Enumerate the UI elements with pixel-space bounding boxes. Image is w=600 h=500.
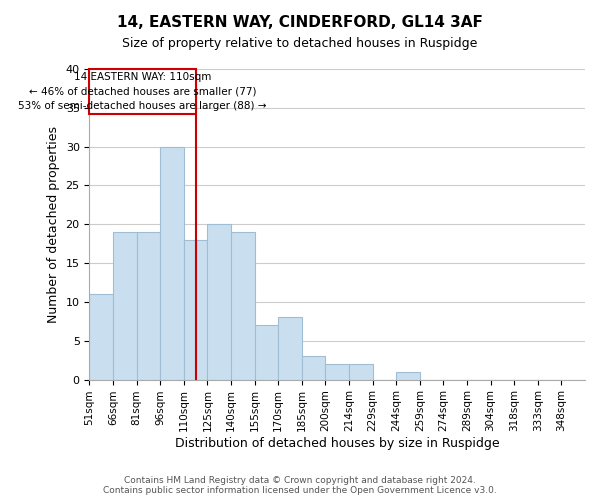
Bar bbox=[349, 364, 373, 380]
Text: 14 EASTERN WAY: 110sqm
← 46% of detached houses are smaller (77)
53% of semi-det: 14 EASTERN WAY: 110sqm ← 46% of detached… bbox=[18, 72, 267, 112]
X-axis label: Distribution of detached houses by size in Ruspidge: Distribution of detached houses by size … bbox=[175, 437, 500, 450]
Bar bbox=[254, 325, 278, 380]
Text: Size of property relative to detached houses in Ruspidge: Size of property relative to detached ho… bbox=[122, 38, 478, 51]
Bar bbox=[160, 146, 184, 380]
FancyBboxPatch shape bbox=[89, 69, 196, 114]
Y-axis label: Number of detached properties: Number of detached properties bbox=[47, 126, 60, 323]
Bar bbox=[231, 232, 254, 380]
Bar bbox=[208, 224, 231, 380]
Bar bbox=[278, 318, 302, 380]
Bar bbox=[325, 364, 349, 380]
Bar bbox=[89, 294, 113, 380]
Bar bbox=[113, 232, 137, 380]
Text: Contains HM Land Registry data © Crown copyright and database right 2024.
Contai: Contains HM Land Registry data © Crown c… bbox=[103, 476, 497, 495]
Bar bbox=[396, 372, 420, 380]
Bar bbox=[302, 356, 325, 380]
Bar bbox=[184, 240, 208, 380]
Bar bbox=[137, 232, 160, 380]
Text: 14, EASTERN WAY, CINDERFORD, GL14 3AF: 14, EASTERN WAY, CINDERFORD, GL14 3AF bbox=[117, 15, 483, 30]
